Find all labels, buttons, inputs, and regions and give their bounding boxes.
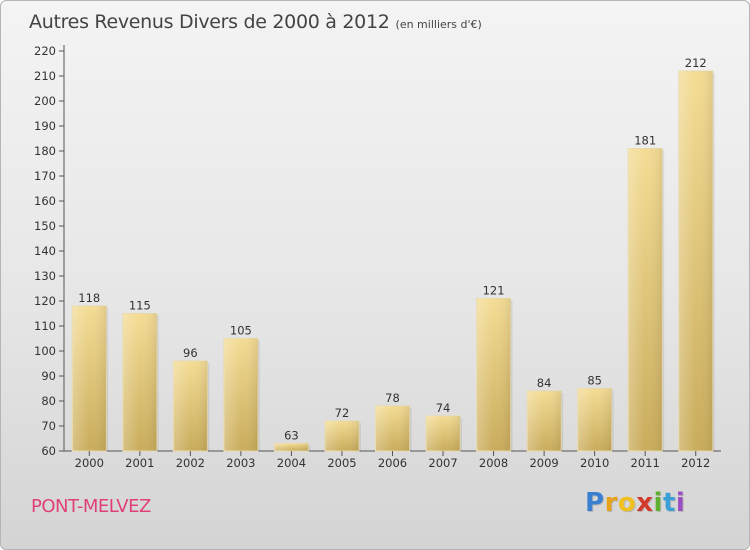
value-label-2003: 105 — [230, 324, 252, 338]
bar-shine — [678, 71, 713, 451]
y-tick-label: 210 — [34, 69, 56, 83]
chart-title: Autres Revenus Divers de 2000 à 2012 (en … — [29, 11, 482, 33]
x-tick-label-2012: 2012 — [681, 456, 710, 470]
y-tick-label: 90 — [41, 369, 56, 383]
x-tick-label-2001: 2001 — [125, 456, 154, 470]
value-label-2000: 118 — [78, 291, 100, 305]
y-tick-label: 200 — [34, 94, 56, 108]
y-tick-label: 150 — [34, 219, 56, 233]
y-tick-label: 140 — [34, 244, 56, 258]
proxiti-logo: Proxiti — [585, 488, 685, 518]
bar-shine — [628, 148, 663, 451]
y-tick-label: 180 — [34, 144, 56, 158]
y-tick-label: 190 — [34, 119, 56, 133]
x-tick-label-2011: 2011 — [631, 456, 660, 470]
value-label-2007: 74 — [436, 401, 451, 415]
y-tick-label: 130 — [34, 269, 56, 283]
chart-subtitle: (en milliers d'€) — [395, 18, 482, 31]
value-label-2008: 121 — [483, 284, 505, 298]
logo-letter: i — [653, 488, 663, 518]
logo-letter: P — [585, 488, 605, 518]
x-tick-label-2006: 2006 — [378, 456, 407, 470]
logo-letter: t — [662, 488, 676, 518]
value-label-2011: 181 — [634, 134, 656, 148]
bar-shine — [476, 298, 511, 451]
value-label-2009: 84 — [537, 376, 552, 390]
bar-shine — [426, 416, 461, 451]
x-tick-label-2000: 2000 — [75, 456, 104, 470]
x-tick-label-2004: 2004 — [277, 456, 306, 470]
x-tick-label-2003: 2003 — [226, 456, 255, 470]
y-tick-label: 60 — [41, 444, 56, 458]
bar-shine — [324, 421, 359, 451]
value-label-2005: 72 — [335, 406, 350, 420]
y-tick-label: 70 — [41, 419, 56, 433]
value-label-2012: 212 — [685, 56, 707, 70]
y-tick-label: 160 — [34, 194, 56, 208]
x-tick-label-2009: 2009 — [529, 456, 558, 470]
value-label-2010: 85 — [587, 374, 602, 388]
value-label-2001: 115 — [129, 299, 151, 313]
bar-shine — [122, 313, 157, 451]
y-tick-label: 80 — [41, 394, 56, 408]
bar-shine — [375, 406, 410, 451]
y-tick-label: 110 — [34, 319, 56, 333]
value-label-2002: 96 — [183, 346, 198, 360]
bar-shine — [577, 388, 612, 451]
bar-shine — [173, 361, 208, 451]
bar-shine — [223, 338, 258, 451]
x-tick-label-2010: 2010 — [580, 456, 609, 470]
chart-title-text: Autres Revenus Divers de 2000 à 2012 — [29, 11, 390, 33]
y-tick-label: 220 — [34, 44, 56, 58]
bar-shine — [72, 306, 107, 451]
bar-shine — [274, 443, 309, 451]
value-label-2004: 63 — [284, 429, 299, 443]
x-tick-label-2002: 2002 — [176, 456, 205, 470]
value-label-2006: 78 — [385, 391, 400, 405]
bar-shine — [527, 391, 562, 451]
y-tick-label: 170 — [34, 169, 56, 183]
x-tick-label-2005: 2005 — [327, 456, 356, 470]
logo-letter: r — [604, 488, 618, 518]
x-tick-label-2008: 2008 — [479, 456, 508, 470]
logo-letter: o — [617, 488, 637, 518]
x-tick-label-2007: 2007 — [428, 456, 457, 470]
city-name: PONT-MELVEZ — [31, 496, 151, 517]
y-tick-label: 120 — [34, 294, 56, 308]
logo-letter: i — [675, 488, 686, 518]
logo-letter: x — [636, 488, 654, 518]
y-tick-label: 100 — [34, 344, 56, 358]
